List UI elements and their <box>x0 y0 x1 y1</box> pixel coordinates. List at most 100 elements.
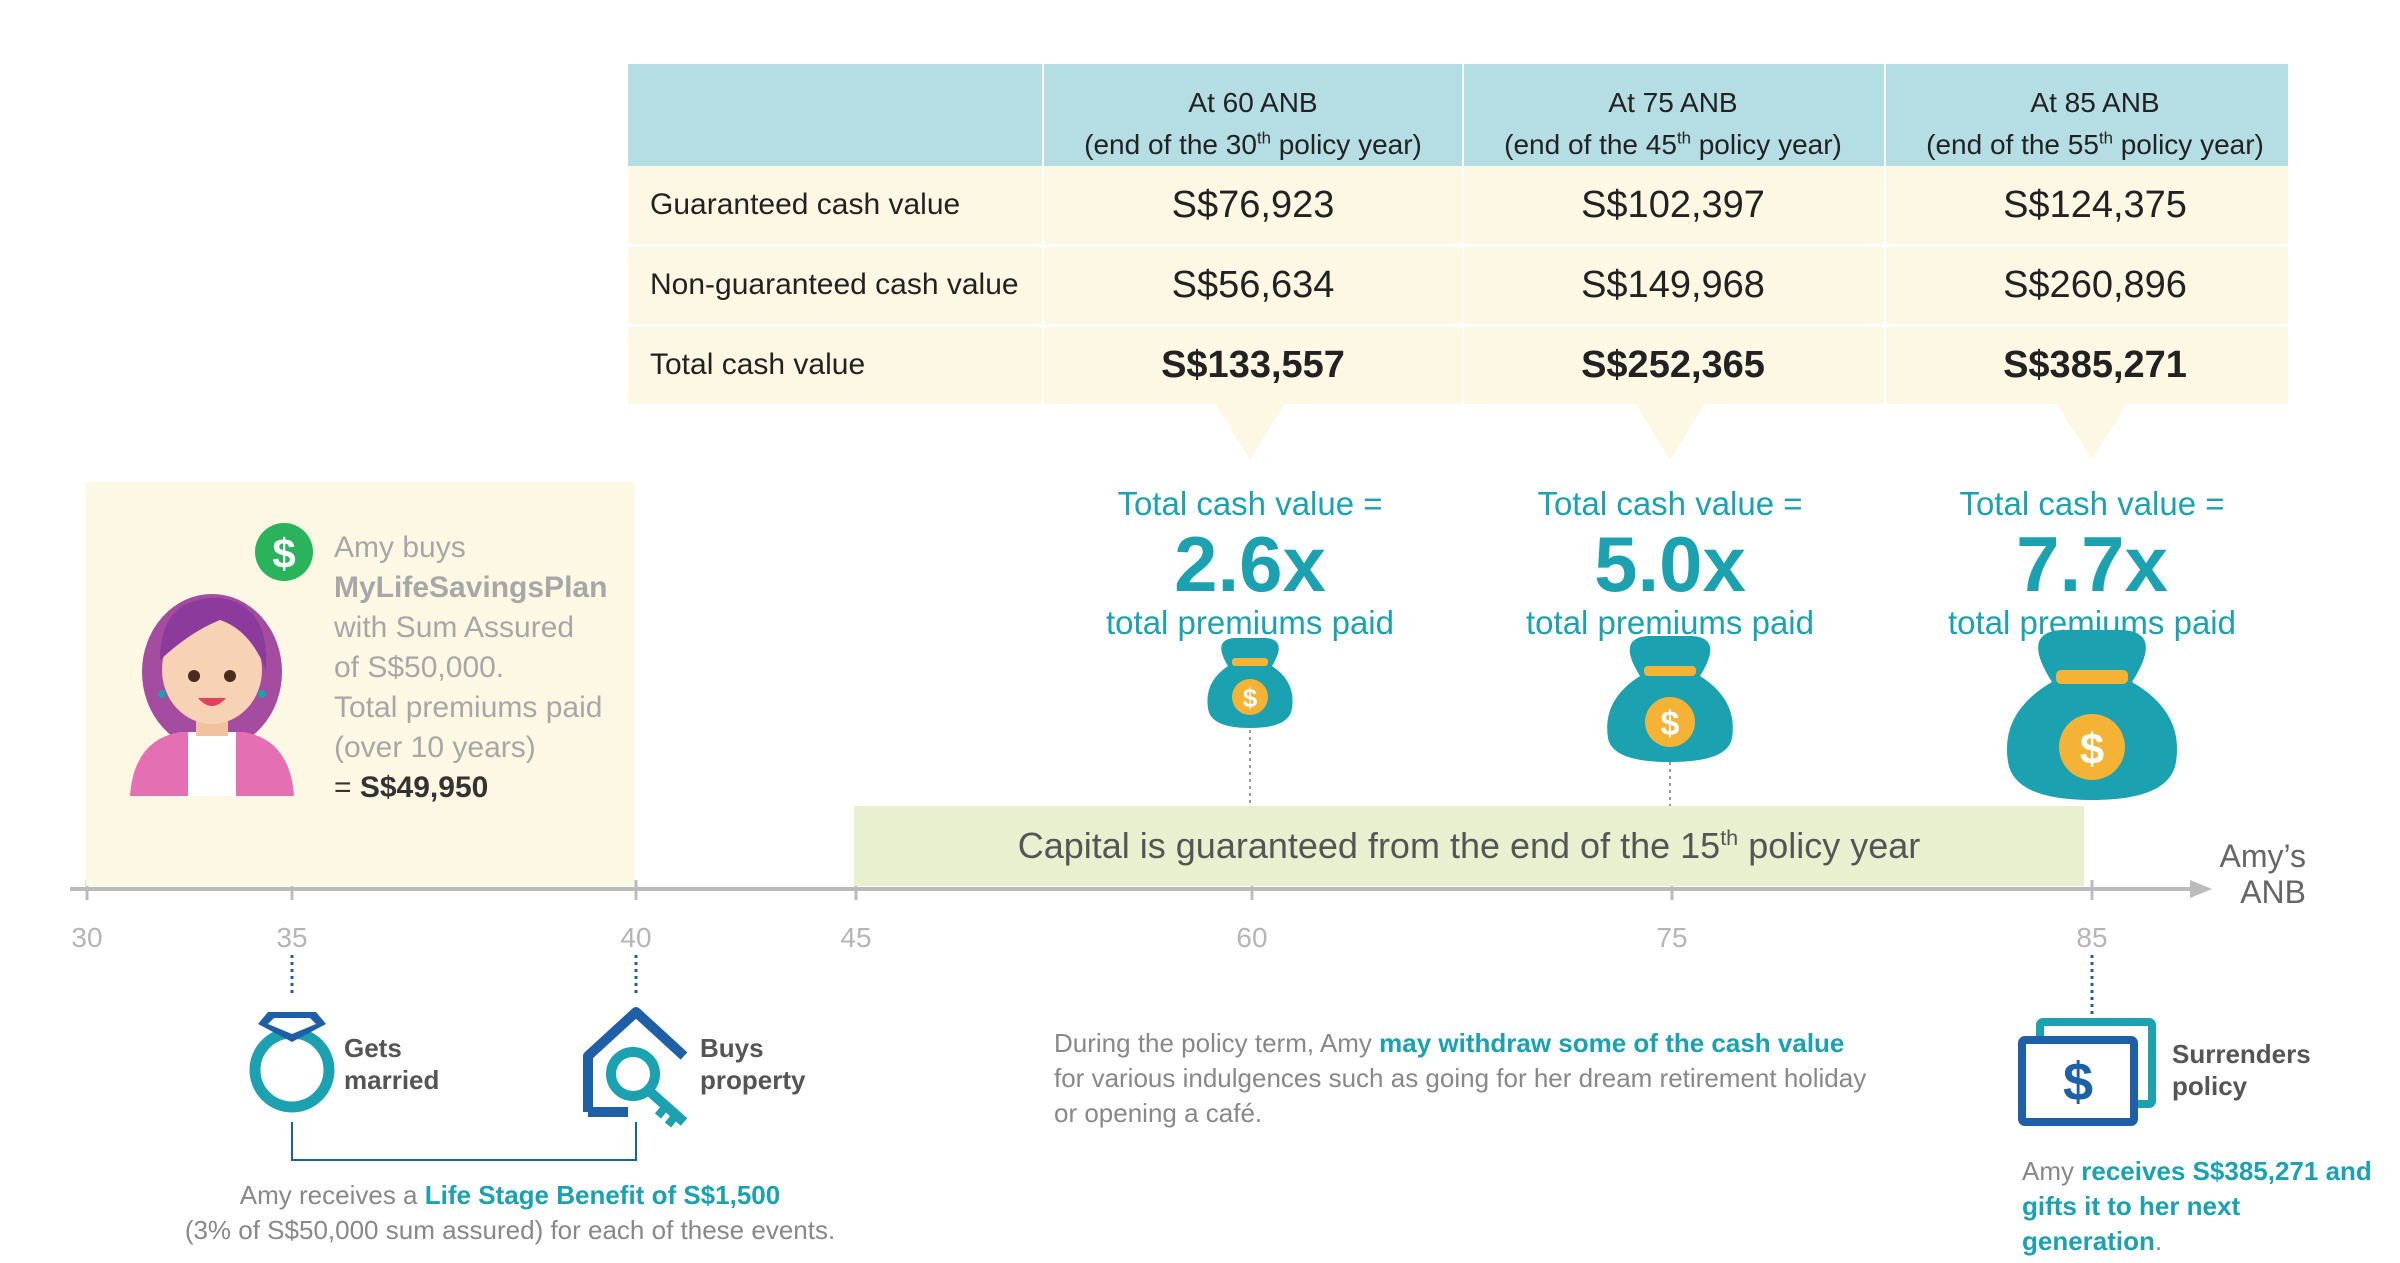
multiple-value: 5.0x <box>1594 520 1746 608</box>
cell-value: S$149,968 <box>1581 264 1765 306</box>
amy-description: Amy buys MyLifeSavingsPlan with Sum Assu… <box>334 528 634 808</box>
note-line: During the policy term, Amy may withdraw… <box>1054 1028 1845 1058</box>
tick-label: 40 <box>620 922 652 953</box>
axis-label: Amy’s ANB <box>2196 838 2306 910</box>
money-bag-icon-large: $ <box>2006 630 2178 800</box>
event-bracket <box>291 1122 637 1161</box>
event-label-line: policy <box>2172 1071 2248 1101</box>
withdraw-note: During the policy term, Amy may withdraw… <box>1054 1026 1954 1131</box>
event-surrender: Surrenders policy <box>2172 1038 2311 1102</box>
column-divider <box>1462 64 1464 404</box>
amy-line: Total premiums paid <box>334 691 603 724</box>
multiple-value: 2.6x <box>1174 520 1326 608</box>
row-label: Total cash value <box>650 348 866 381</box>
row-label: Guaranteed cash value <box>650 188 961 221</box>
header-75-line2: (end of the 45th policy year) <box>1504 128 1842 160</box>
tick-label: 85 <box>2076 922 2108 953</box>
tick-label: 75 <box>1656 922 1688 953</box>
note-line: Amy receives S$385,271 and <box>2022 1156 2372 1186</box>
amy-line: of S$50,000. <box>334 651 505 684</box>
note-line: Amy receives a Life Stage Benefit of S$1… <box>239 1180 781 1210</box>
axis-label-line: Amy’s <box>2219 838 2306 874</box>
cell-value: S$102,397 <box>1581 184 1765 226</box>
note-line: for various indulgences such as going fo… <box>1054 1063 1867 1093</box>
table-row: Non-guaranteed cash value S$56,634 S$149… <box>628 246 2288 324</box>
cell-value: S$76,923 <box>1171 184 1335 226</box>
header-60: At 60 ANB (end of the 30th policy year) <box>1044 82 1462 166</box>
table-header: At 60 ANB (end of the 30th policy year) … <box>628 64 2288 166</box>
tick-label: 45 <box>840 922 872 953</box>
event-label-line: married <box>344 1065 440 1095</box>
bill-icon: $ <box>2018 1018 2156 1126</box>
dollar-badge-icon: $ <box>255 523 313 581</box>
amy-avatar: $ <box>130 523 313 796</box>
header-85-line1: At 85 ANB <box>2030 87 2160 118</box>
money-bag-icon-medium: $ <box>1607 636 1733 762</box>
cell-value: S$124,375 <box>2003 184 2187 226</box>
event-property: Buys property <box>700 1032 805 1096</box>
timeline-arrow <box>2190 880 2212 898</box>
svg-text:$: $ <box>2063 1052 2093 1112</box>
cell-value: S$133,557 <box>1161 344 1345 386</box>
multiple-75: Total cash value = 5.0x total premiums p… <box>1460 484 1880 642</box>
multiple-85: Total cash value = 7.7x total premiums p… <box>1882 484 2302 642</box>
life-stage-note: Amy receives a Life Stage Benefit of S$1… <box>130 1178 890 1248</box>
axis-label-line: ANB <box>2240 874 2306 910</box>
column-divider <box>1042 64 1044 404</box>
tick-label: 35 <box>276 922 308 953</box>
event-label-line: property <box>700 1065 806 1095</box>
multiple-label: Total cash value = <box>1117 485 1383 522</box>
tick-label: 60 <box>1236 922 1268 953</box>
money-bag-icon-small: $ <box>1207 638 1293 728</box>
multiple-label: Total cash value = <box>1959 485 2225 522</box>
svg-text:$: $ <box>1243 683 1258 713</box>
house-key-icon <box>583 1007 688 1128</box>
event-label-line: Gets <box>344 1033 402 1063</box>
tick-label: 30 <box>71 922 103 953</box>
amy-line: (over 10 years) <box>334 731 536 764</box>
capital-text: Capital is guaranteed from the end of th… <box>1017 825 1921 866</box>
header-75: At 75 ANB (end of the 45th policy year) <box>1464 82 1882 166</box>
header-60-line1: At 60 ANB <box>1188 87 1318 118</box>
cell-value: S$252,365 <box>1581 344 1765 386</box>
multiple-label: Total cash value = <box>1537 485 1803 522</box>
multiple-label: total premiums paid <box>1106 604 1394 641</box>
pointer-85 <box>2056 402 2128 460</box>
header-85-line2: (end of the 55th policy year) <box>1926 128 2264 160</box>
note-line: (3% of S$50,000 sum assured) for each of… <box>184 1215 836 1245</box>
amy-total: = S$49,950 <box>334 771 489 804</box>
note-line: or opening a café. <box>1054 1098 1263 1128</box>
note-line: gifts it to her next generation. <box>2022 1191 2241 1256</box>
event-label-line: Surrenders <box>2172 1039 2311 1069</box>
multiple-value: 7.7x <box>2016 520 2168 608</box>
multiple-60: Total cash value = 2.6x total premiums p… <box>1040 484 1460 642</box>
header-75-line1: At 75 ANB <box>1608 87 1738 118</box>
ring-icon <box>249 1012 335 1113</box>
svg-text:$: $ <box>1661 705 1680 743</box>
svg-text:$: $ <box>272 530 295 577</box>
table-row: Guaranteed cash value S$76,923 S$102,397… <box>628 166 2288 244</box>
header-60-line2: (end of the 30th policy year) <box>1084 128 1422 160</box>
svg-text:$: $ <box>2080 725 2104 774</box>
cell-value: S$56,634 <box>1171 264 1335 306</box>
cell-value: S$385,271 <box>2003 344 2187 386</box>
column-divider <box>1884 64 1886 404</box>
cell-value: S$260,896 <box>2003 264 2187 306</box>
event-married: Gets married <box>344 1032 439 1096</box>
row-label: Non-guaranteed cash value <box>650 268 1019 301</box>
capital-guarantee-band: Capital is guaranteed from the end of th… <box>854 806 2084 886</box>
surrender-note: Amy receives S$385,271 and gifts it to h… <box>2022 1154 2382 1259</box>
multiple-label: total premiums paid <box>1948 604 2236 641</box>
pointer-75 <box>1634 402 1706 460</box>
row-divider <box>628 245 2288 247</box>
event-label-line: Buys <box>700 1033 764 1063</box>
header-85: At 85 ANB (end of the 55th policy year) <box>1886 82 2304 166</box>
plan-name: MyLifeSavingsPlan <box>334 571 608 604</box>
amy-line: with Sum Assured <box>334 611 575 644</box>
table-row: Total cash value S$133,557 S$252,365 S$3… <box>628 326 2288 404</box>
row-divider <box>628 325 2288 327</box>
amy-line: Amy buys <box>334 531 466 564</box>
pointer-60 <box>1214 402 1286 460</box>
multiple-label: total premiums paid <box>1526 604 1814 641</box>
